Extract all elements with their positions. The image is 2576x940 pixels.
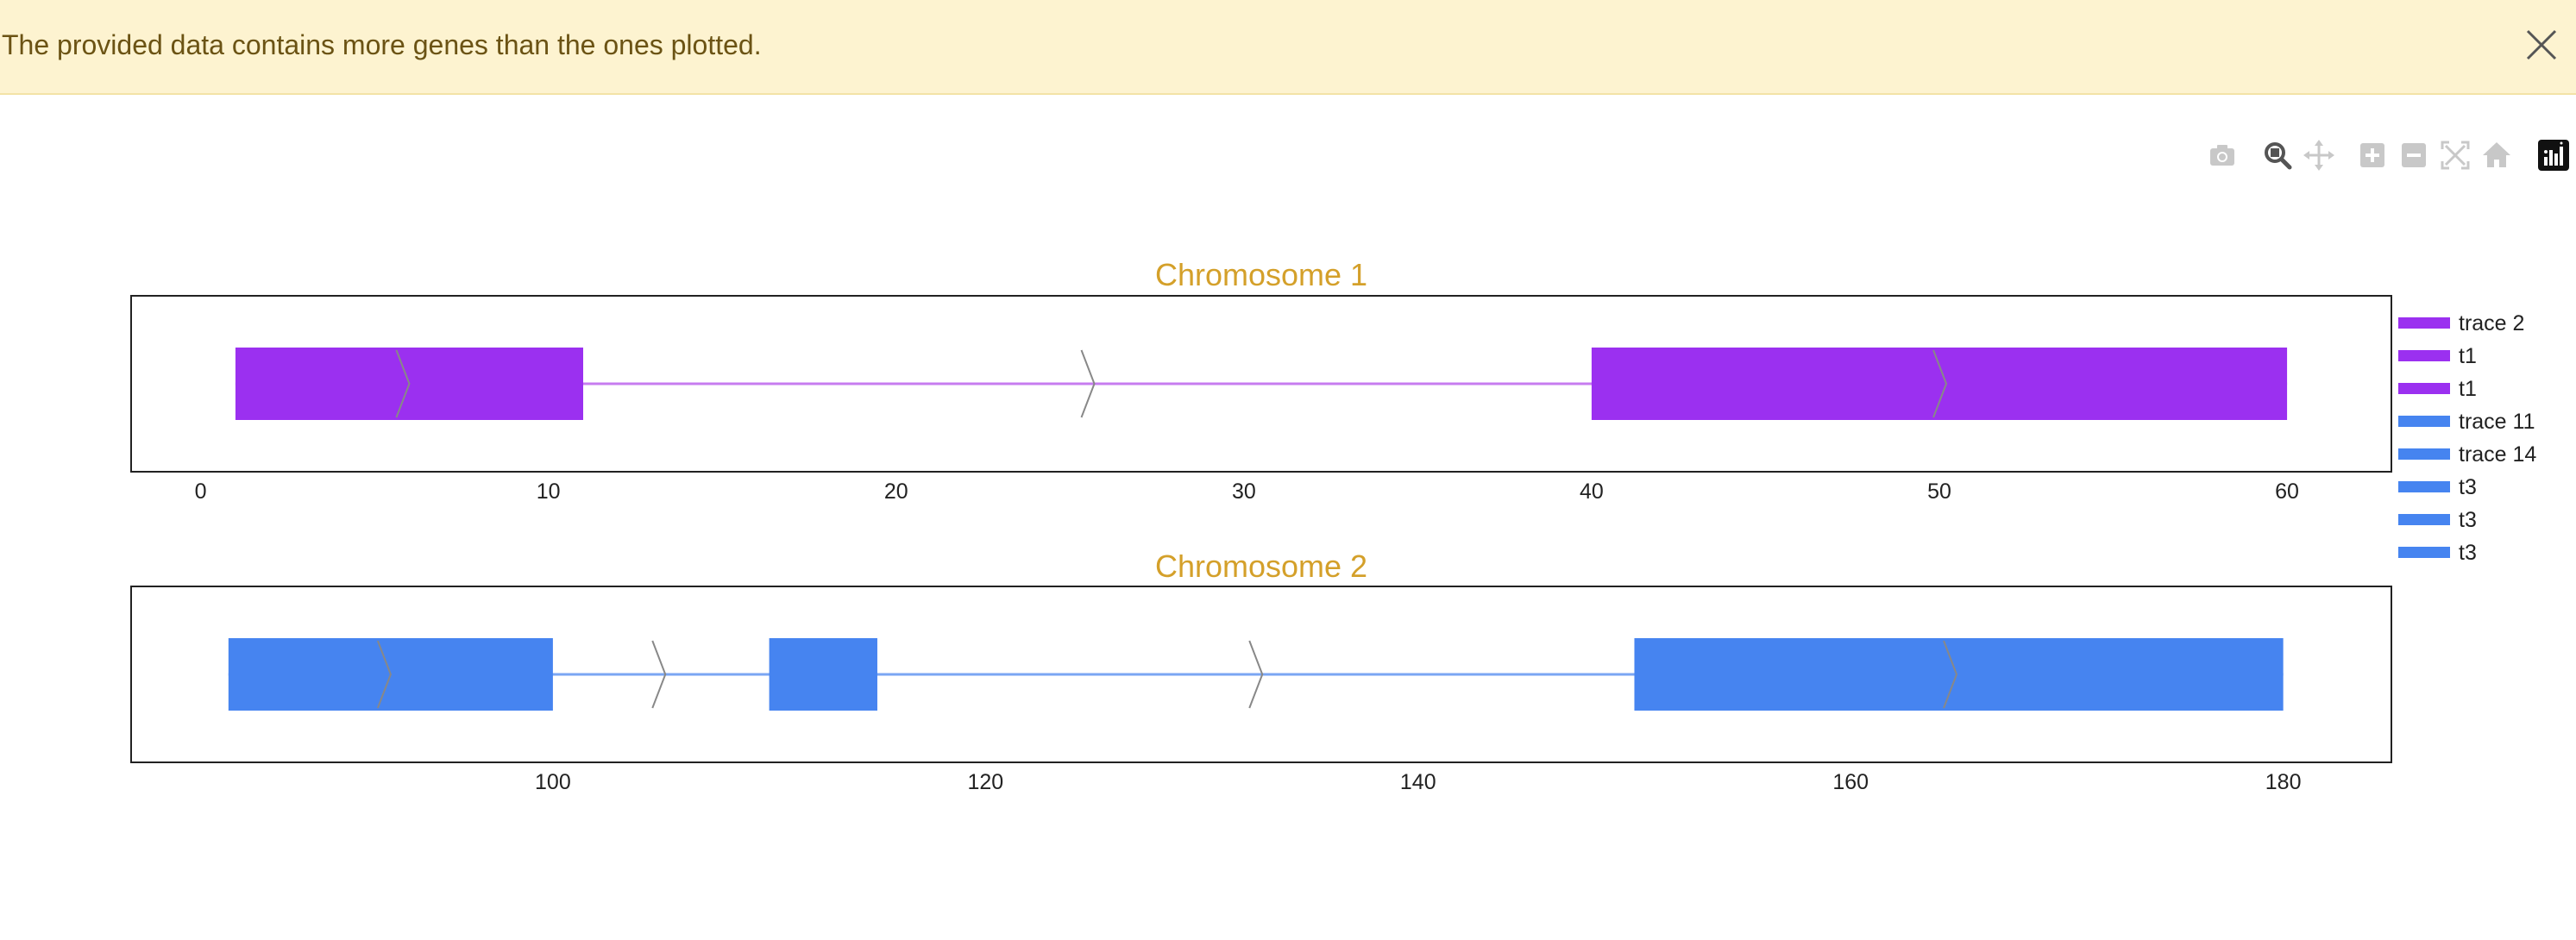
legend-swatch	[2398, 383, 2450, 394]
exon-bar	[1591, 348, 2288, 420]
x-tick-label: 160	[1832, 770, 1869, 794]
legend-swatch	[2398, 448, 2450, 460]
subplot-title: Chromosome 1	[1155, 257, 1367, 292]
banner-message: The provided data contains more genes th…	[2, 29, 762, 60]
autoscale-icon[interactable]	[2438, 138, 2472, 172]
legend-item: t3	[2398, 475, 2477, 499]
legend-label: t3	[2459, 541, 2477, 565]
chromosome-panel-1: Chromosome 1 0 10 20 30 40 50 60	[130, 257, 2392, 504]
subplot-title: Chromosome 2	[1155, 548, 1367, 584]
legend-item: t1	[2398, 344, 2477, 368]
strand-arrow	[1080, 349, 1096, 418]
x-tick-label: 60	[2275, 479, 2299, 504]
legend-swatch	[2398, 317, 2450, 329]
legend: trace 2 t1 t1 trace 11 trace 14 t3 t3 t3	[2398, 311, 2536, 565]
plot-modebar	[0, 138, 2576, 172]
legend-swatch	[2398, 481, 2450, 492]
x-tick-label: 180	[2265, 770, 2302, 794]
strand-arrow	[1932, 349, 1948, 418]
legend-item: t1	[2398, 377, 2477, 401]
legend-swatch	[2398, 416, 2450, 427]
legend-label: t3	[2459, 508, 2477, 532]
strand-arrow	[651, 640, 667, 709]
zoom-icon[interactable]	[2260, 138, 2295, 172]
exon-bar	[769, 638, 877, 711]
reset-axes-icon[interactable]	[2479, 138, 2514, 172]
x-tick-label: 10	[537, 479, 561, 504]
x-tick-label: 30	[1232, 479, 1256, 504]
legend-item: t3	[2398, 508, 2477, 532]
legend-item: trace 11	[2398, 410, 2535, 434]
x-tick-label: 40	[1580, 479, 1604, 504]
x-tick-label: 0	[195, 479, 207, 504]
chromosome-panel-2: Chromosome 2 100 120 140 160 180	[130, 548, 2392, 794]
legend-item: t3	[2398, 541, 2477, 565]
plotly-logo-icon[interactable]	[2536, 138, 2571, 172]
notification-banner: The provided data contains more genes th…	[0, 0, 2576, 95]
legend-label: t1	[2459, 344, 2477, 368]
zoom-in-icon[interactable]	[2355, 138, 2390, 172]
legend-swatch	[2398, 514, 2450, 525]
x-tick-label: 50	[1927, 479, 1951, 504]
exon-bar	[1634, 638, 2284, 711]
legend-item: trace 2	[2398, 311, 2524, 335]
legend-label: trace 14	[2459, 442, 2536, 467]
close-icon[interactable]	[2521, 24, 2562, 66]
legend-label: trace 2	[2459, 311, 2524, 335]
x-tick-label: 20	[884, 479, 908, 504]
legend-swatch	[2398, 547, 2450, 558]
legend-item: trace 14	[2398, 442, 2536, 467]
strand-arrow	[395, 349, 411, 418]
pan-icon[interactable]	[2302, 138, 2336, 172]
strand-arrow	[1943, 640, 1958, 709]
legend-swatch	[2398, 350, 2450, 361]
legend-label: t3	[2459, 475, 2477, 499]
legend-label: t1	[2459, 377, 2477, 401]
x-tick-label: 100	[535, 770, 571, 794]
strand-arrow	[1248, 640, 1264, 709]
legend-label: trace 11	[2459, 410, 2535, 434]
x-tick-label: 140	[1400, 770, 1436, 794]
strand-arrow	[376, 640, 392, 709]
camera-icon[interactable]	[2205, 138, 2240, 172]
x-tick-label: 120	[967, 770, 1003, 794]
zoom-out-icon[interactable]	[2397, 138, 2431, 172]
